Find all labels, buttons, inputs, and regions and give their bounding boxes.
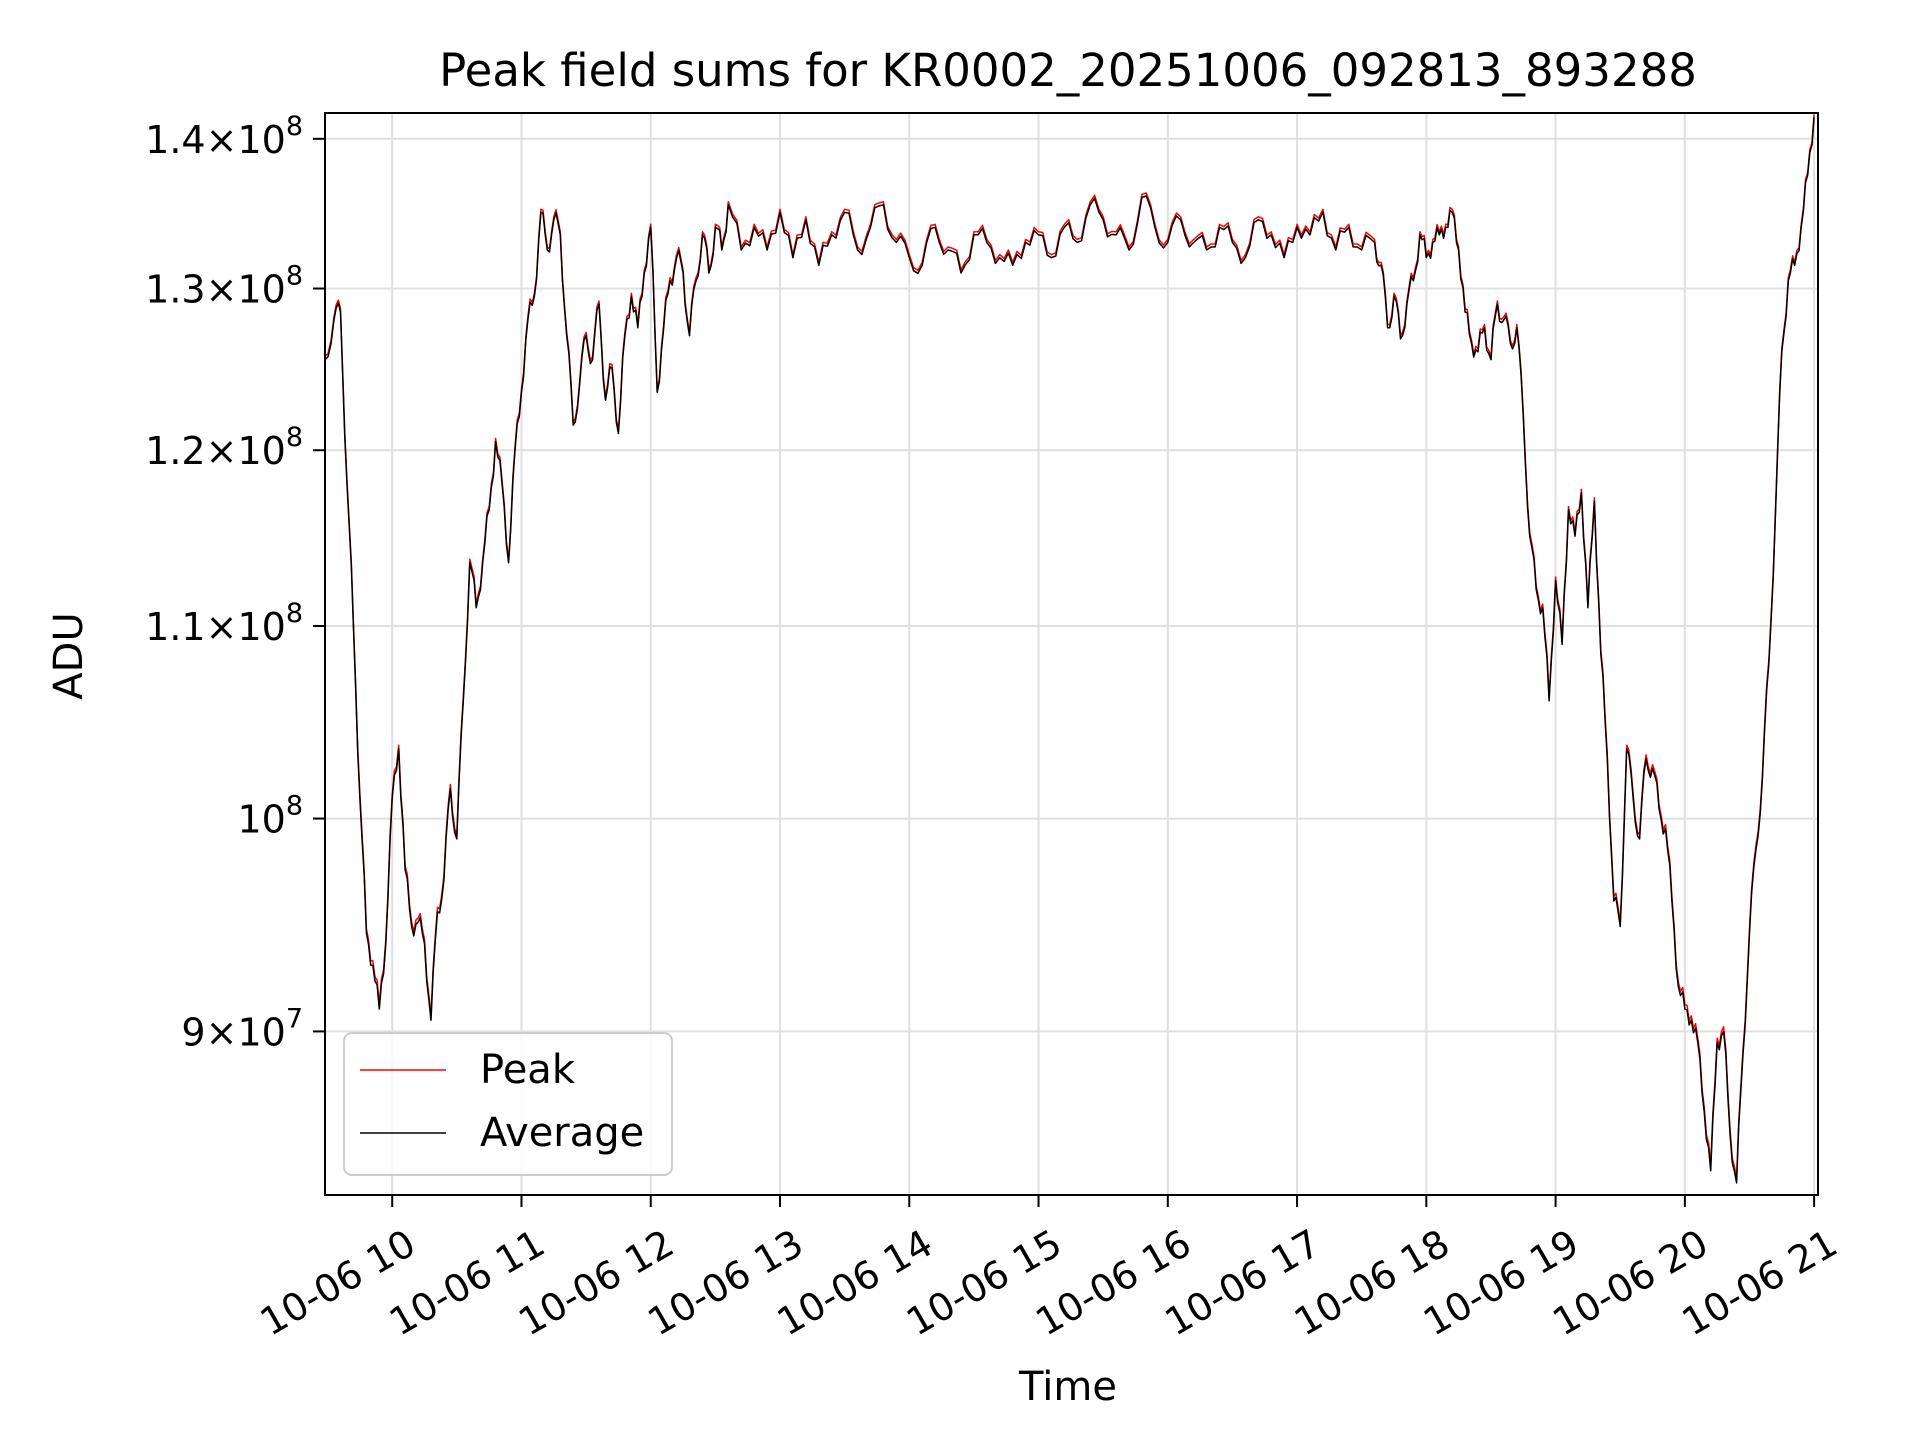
legend-box <box>343 1032 673 1176</box>
peak-series-line <box>324 114 1815 1179</box>
y-axis: 9×107 108 1.1×108 1.2×108 1.3×108 1.4×108 <box>145 111 325 1054</box>
average-series-line <box>324 117 1815 1184</box>
legend-average-label: Average <box>480 1110 644 1156</box>
y-tick-label: 1.1×108 <box>145 598 303 649</box>
x-axis-label: Time <box>1018 1364 1117 1410</box>
y-axis-label: ADU <box>46 612 92 699</box>
chart-title: Peak field sums for KR0002_20251006_0928… <box>439 44 1697 97</box>
plot-frame <box>324 112 1819 1196</box>
y-tick-label: 1.2×108 <box>145 422 303 473</box>
legend-peak-label: Peak <box>480 1047 576 1093</box>
series-lines <box>324 114 1815 1184</box>
y-tick-label: 108 <box>237 791 303 842</box>
y-tick-label: 1.4×108 <box>145 111 303 162</box>
grid <box>325 113 1818 1195</box>
y-tick-label: 1.3×108 <box>145 261 303 312</box>
y-tick-label: 9×107 <box>181 1003 303 1054</box>
legend: Peak Average <box>343 1032 673 1176</box>
